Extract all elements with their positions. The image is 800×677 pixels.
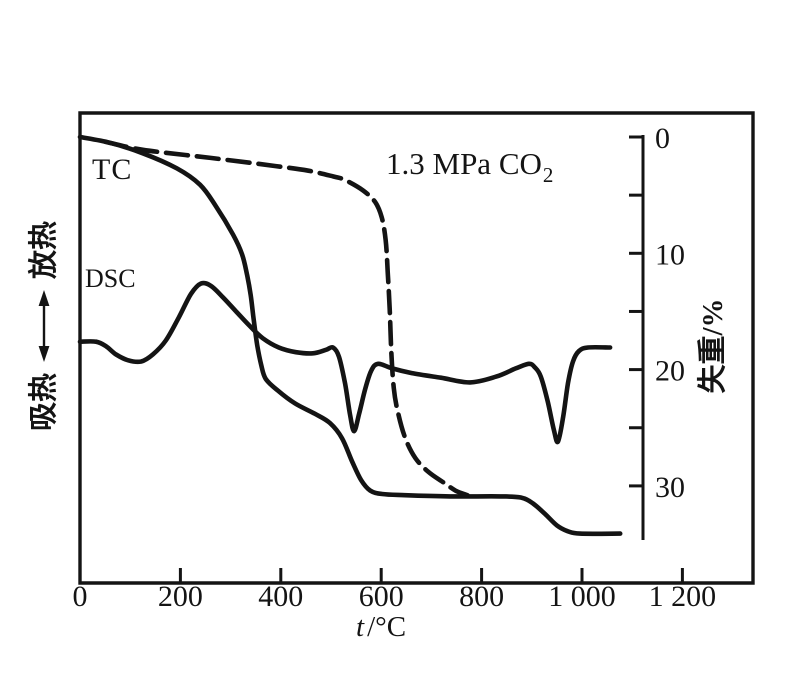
x-tick-label-1000: 1 000 (548, 580, 616, 613)
x-tick-label-200: 200 (158, 580, 203, 613)
plot-frame (78, 111, 755, 585)
annotation-pressure: 1.3 MPa CO2 (386, 146, 553, 186)
annotation-text: 1.3 MPa CO (386, 146, 542, 181)
right-axis-tick-label-10: 10 (655, 238, 685, 271)
right-axis-title: 失重/% (697, 298, 729, 394)
curve-label-tc: TC (92, 153, 133, 186)
right-axis-tick-label-0: 0 (655, 122, 670, 155)
annotation-subscript: 2 (542, 163, 554, 187)
x-tick-label-400: 400 (258, 580, 303, 613)
left-axis-exo-label: 放热 (27, 220, 60, 279)
right-axis-tick-label-30: 30 (655, 471, 685, 504)
curve-label-dsc: DSC (85, 264, 136, 293)
left-axis-title: 吸热 放热 (25, 206, 63, 446)
curve-dsc (77, 280, 613, 445)
x-tick-label-800: 800 (459, 580, 504, 613)
left-axis-endo-label: 吸热 (27, 373, 60, 432)
right-axis-tick-label-20: 20 (655, 355, 685, 388)
x-axis-title: t/°C (356, 613, 406, 642)
x-tick-label-600: 600 (359, 580, 404, 613)
curve-tc (77, 134, 623, 537)
x-axis-symbol: t (356, 611, 365, 643)
x-tick-label-1200: 1 200 (649, 580, 717, 613)
x-tick-label-0: 0 (73, 580, 88, 613)
x-axis-unit: /°C (367, 611, 407, 643)
double-arrow-icon (38, 290, 50, 362)
curve-dashed-co2 (102, 139, 470, 498)
